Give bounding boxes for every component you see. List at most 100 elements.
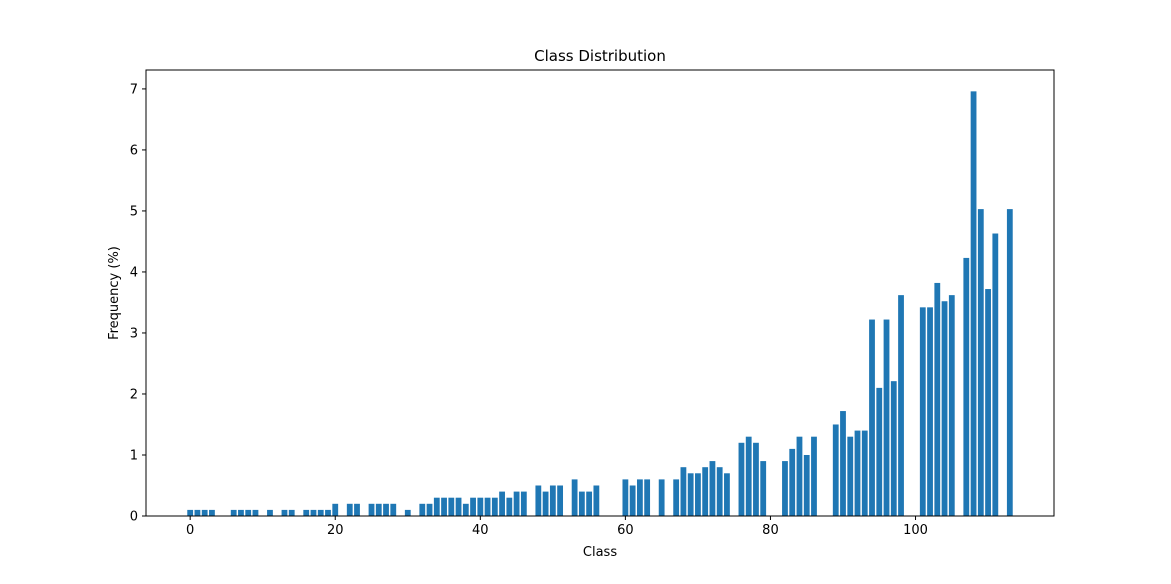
y-tick-label: 1 [130, 448, 138, 463]
bar [629, 485, 636, 516]
bar [687, 473, 694, 516]
bar [571, 479, 578, 516]
bar [890, 381, 897, 516]
bar [934, 282, 941, 516]
bar [332, 503, 339, 516]
bar [187, 509, 194, 516]
bar [375, 503, 382, 516]
x-tick-label: 0 [186, 523, 194, 538]
bar [919, 307, 926, 516]
bar [230, 509, 237, 516]
bar [738, 442, 745, 516]
bar [252, 509, 259, 516]
bar [549, 485, 556, 516]
bar [513, 491, 520, 516]
bar [680, 467, 687, 516]
bar [622, 479, 629, 516]
x-tick-label: 100 [903, 523, 928, 538]
y-tick-label: 4 [130, 265, 138, 280]
bar [477, 497, 484, 516]
bar [970, 91, 977, 516]
bar [201, 509, 208, 516]
bar [245, 509, 252, 516]
bar [404, 509, 411, 516]
bar [948, 295, 955, 516]
bar [847, 436, 854, 516]
bar [854, 430, 861, 516]
x-axis-label: Class [583, 545, 617, 560]
bar [658, 479, 665, 516]
bar [760, 461, 767, 516]
bar [927, 307, 933, 516]
bar [281, 509, 288, 516]
bar [499, 491, 505, 516]
y-tick-label: 5 [130, 204, 138, 219]
bar [557, 485, 564, 516]
bar [753, 442, 759, 516]
bar [636, 479, 643, 516]
bar [709, 461, 716, 516]
bar [861, 430, 868, 516]
bar [390, 503, 397, 516]
y-tick-label: 0 [130, 510, 138, 525]
bar [238, 509, 244, 516]
bar [194, 509, 201, 516]
bar [455, 497, 462, 516]
x-tick-label: 60 [617, 523, 634, 538]
y-tick-label: 6 [130, 143, 138, 158]
bar [346, 503, 353, 516]
bar [354, 503, 360, 516]
bar [724, 473, 730, 516]
bar [506, 497, 513, 516]
bar [811, 436, 817, 516]
bar [470, 497, 476, 516]
bar [542, 491, 549, 516]
bar [288, 509, 295, 516]
bar [985, 289, 991, 516]
bar [484, 497, 491, 516]
chart-title: Class Distribution [534, 47, 666, 65]
bar [673, 479, 680, 516]
bar [702, 467, 709, 516]
bar [209, 509, 215, 516]
bar [782, 461, 788, 516]
bar [963, 257, 970, 516]
bar [876, 387, 883, 516]
bar [317, 509, 324, 516]
bar [448, 497, 455, 516]
plot-frame [145, 69, 1055, 517]
y-tick-label: 2 [130, 387, 138, 402]
bar [368, 503, 375, 516]
x-tick-label: 40 [472, 523, 489, 538]
bar [832, 424, 839, 516]
bar [578, 491, 585, 516]
bar [803, 454, 810, 516]
bar [883, 319, 890, 516]
bar [303, 509, 310, 516]
bar [426, 503, 433, 516]
bar [716, 467, 723, 516]
bar [977, 209, 984, 516]
bar [383, 503, 389, 516]
bar [941, 301, 948, 516]
bar [695, 473, 701, 516]
bar [644, 479, 651, 516]
bar [840, 411, 846, 516]
bar [310, 509, 317, 516]
bar [789, 448, 796, 516]
bar [869, 319, 875, 516]
bar [433, 497, 440, 516]
bar [745, 436, 752, 516]
x-tick-label: 20 [327, 523, 344, 538]
y-axis-label: Frequency (%) [107, 246, 122, 340]
bar [267, 509, 273, 516]
x-tick-label: 80 [762, 523, 779, 538]
bar [520, 491, 527, 516]
bar [586, 491, 593, 516]
bar [593, 485, 600, 516]
bar [419, 503, 426, 516]
bar [898, 295, 904, 516]
y-tick-label: 3 [130, 326, 138, 341]
bar [462, 503, 469, 516]
